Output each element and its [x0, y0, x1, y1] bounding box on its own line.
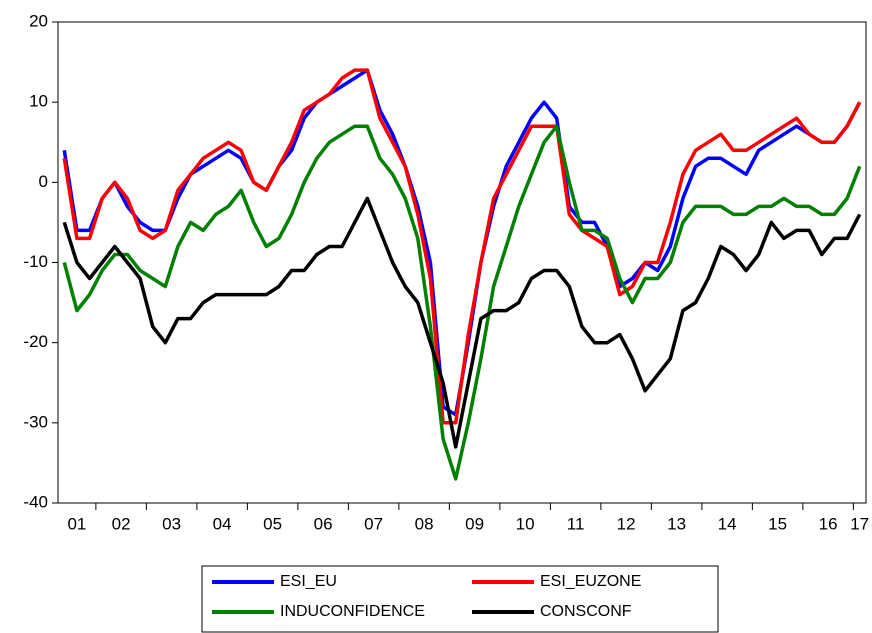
- y-tick-label: 20: [29, 11, 48, 30]
- x-tick-label: 03: [162, 514, 181, 533]
- x-tick-label: 01: [67, 514, 86, 533]
- x-tick-label: 04: [213, 514, 232, 533]
- series-line: [62, 124, 862, 481]
- legend-label: INDUCONFIDENCE: [280, 603, 425, 620]
- y-tick-label: 10: [29, 92, 48, 111]
- x-tick-label: 08: [415, 514, 434, 533]
- legend: ESI_EU ESI_EUZONE INDUCONFIDENCE CONSCONF: [201, 565, 719, 633]
- legend-box: [201, 565, 719, 633]
- x-tick-label: 15: [768, 514, 787, 533]
- x-tick-label: 10: [516, 514, 535, 533]
- legend-label: ESI_EUZONE: [540, 573, 641, 590]
- y-tick-label: -40: [23, 492, 48, 511]
- y-tick-label: -30: [23, 412, 48, 431]
- x-tick-label: 02: [112, 514, 131, 533]
- x-tick-label: 06: [314, 514, 333, 533]
- x-tick-label: 09: [465, 514, 484, 533]
- y-tick-label: 0: [39, 172, 48, 191]
- x-tick-label: 13: [667, 514, 686, 533]
- x-tick-label: 17: [850, 514, 869, 533]
- series-line: [62, 196, 862, 449]
- series-line: [62, 68, 862, 417]
- x-tick-label: 12: [617, 514, 636, 533]
- y-tick-label: -20: [23, 332, 48, 351]
- x-tick-label: 16: [819, 514, 838, 533]
- x-tick-label: 14: [718, 514, 737, 533]
- series-line: [62, 68, 862, 425]
- legend-label: ESI_EU: [280, 573, 337, 590]
- y-tick-label: -10: [23, 252, 48, 271]
- x-tick-label: 11: [567, 514, 585, 533]
- x-tick-label: 07: [364, 514, 383, 533]
- legend-label: CONSCONF: [540, 603, 632, 620]
- plot-frame: [57, 21, 867, 504]
- x-tick-label: 05: [263, 514, 282, 533]
